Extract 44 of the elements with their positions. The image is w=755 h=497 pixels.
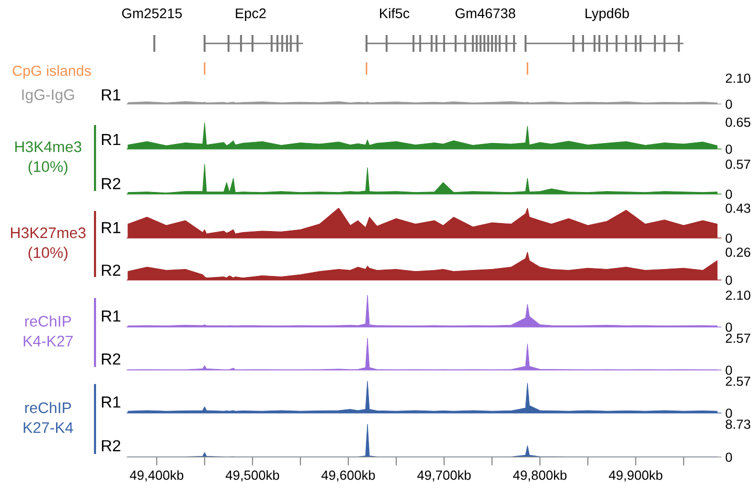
x-tick-label: 49,700kb [417, 470, 471, 482]
y-axis-title: R1 [102, 396, 120, 408]
y-tick-label: 0.65 [726, 118, 750, 127]
y-tick-label: 2.10 [726, 74, 750, 83]
text: reChIP K4-K27 [24, 315, 73, 346]
y-tick-label: 0 [726, 452, 732, 462]
y-tick-label: 2.10 [726, 290, 750, 300]
y-tick-label: 2.57 [726, 334, 750, 343]
y-tick-label: 0 [726, 276, 732, 285]
text: Epc2 [236, 8, 266, 21]
x-tick-label: 49,500kb [226, 470, 280, 482]
y-axis-title: R2 [102, 178, 120, 190]
x-tick-label: 49,900kb [608, 470, 662, 482]
y-axis-title: R2 [102, 440, 120, 452]
x-tick-label: 49,600kb [321, 470, 375, 482]
text: IgG-IgG [22, 89, 74, 104]
y-axis-title: R2 [102, 353, 120, 365]
y-tick-label: 0.57 [726, 160, 750, 169]
y-tick-label: 0 [726, 408, 732, 418]
text: H3K4me3 (10%) [15, 141, 82, 176]
x-tick-label: 49,800kb [513, 470, 567, 482]
y-axis-title: R1 [102, 89, 120, 100]
y-axis-title: R1 [102, 310, 120, 322]
y-axis-title: R2 [102, 264, 120, 276]
y-tick-label: 0 [726, 322, 732, 332]
text: Gm46738 [456, 8, 516, 18]
y-tick-label: 0.43 [726, 204, 750, 213]
y-tick-label: 0 [726, 100, 732, 109]
text: Gm25215 [122, 8, 182, 18]
y-tick-label: 0 [726, 190, 732, 199]
y-tick-label: 8.73 [726, 420, 750, 429]
text: H3K27me3 (10%) [11, 227, 86, 262]
y-tick-label: 2.57 [726, 376, 750, 386]
text: Kif5c [380, 8, 410, 18]
x-tick-label: 49,400kb [130, 470, 184, 482]
y-tick-label: 0 [726, 144, 732, 154]
text: CpG islands [12, 65, 91, 79]
y-axis-title: R1 [102, 222, 120, 234]
y-tick-label: 0.26 [726, 248, 750, 257]
y-axis-title: R1 [102, 134, 120, 146]
y-tick-label: 0 [726, 366, 732, 375]
text: Lypd6b [586, 8, 629, 21]
y-tick-label: 0 [726, 234, 732, 243]
text: reChIP K27-K4 [24, 402, 74, 433]
